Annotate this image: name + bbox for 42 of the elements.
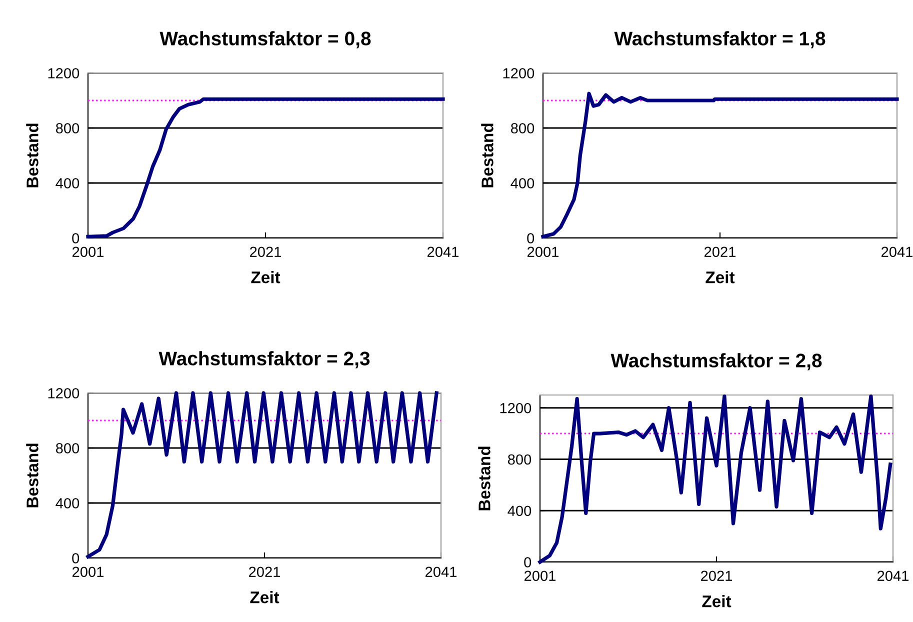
x-tick-label: 2021	[250, 246, 282, 258]
x-axis-title: Zeit	[706, 271, 735, 284]
x-tick-label: 2041	[878, 570, 909, 582]
x-tick-label: 2001	[528, 246, 559, 258]
y-tick-label: 400	[56, 178, 80, 188]
x-tick-label: 2021	[704, 246, 736, 258]
x-tick-label: 2001	[524, 570, 556, 582]
chart-title: Wachstumsfaktor = 1,8	[614, 31, 826, 48]
chart-title: Wachstumsfaktor = 2,3	[158, 351, 370, 368]
y-tick-label: 400	[510, 178, 534, 188]
chart-title: Wachstumsfaktor = 0,8	[160, 31, 371, 48]
chart-title: Wachstumsfaktor = 2,8	[610, 353, 822, 370]
y-axis-title: Bestand	[478, 446, 490, 510]
x-axis-title: Zeit	[702, 595, 732, 608]
y-tick-label: 800	[508, 454, 532, 465]
x-tick-label: 2041	[428, 246, 459, 258]
x-tick-label: 2041	[426, 566, 457, 578]
y-axis-title: Bestand	[26, 444, 38, 508]
y-tick-label: 800	[56, 443, 80, 454]
y-tick-label: 0	[527, 233, 534, 244]
y-tick-label: 800	[510, 123, 534, 134]
y-tick-label: 400	[508, 506, 532, 516]
y-axis-title: Bestand	[26, 124, 38, 188]
y-tick-label: 1200	[503, 68, 534, 78]
y-axis-title: Bestand	[481, 124, 494, 188]
y-tick-label: 0	[72, 233, 80, 244]
x-tick-label: 2021	[701, 570, 732, 582]
line-series	[538, 394, 892, 564]
x-axis-title: Zeit	[251, 271, 280, 284]
line-series	[86, 391, 438, 558]
y-tick-label: 400	[56, 498, 80, 508]
x-tick-label: 2021	[249, 566, 280, 578]
y-tick-label: 800	[56, 123, 80, 134]
y-tick-label: 1200	[48, 388, 80, 398]
x-tick-label: 2001	[72, 246, 104, 258]
y-tick-label: 0	[72, 553, 80, 564]
y-tick-label: 1200	[48, 68, 80, 78]
x-tick-label: 2001	[72, 566, 104, 578]
x-axis-title: Zeit	[250, 591, 280, 604]
y-tick-label: 0	[524, 557, 532, 568]
x-tick-label: 2041	[882, 246, 913, 258]
y-tick-label: 1200	[500, 402, 532, 414]
